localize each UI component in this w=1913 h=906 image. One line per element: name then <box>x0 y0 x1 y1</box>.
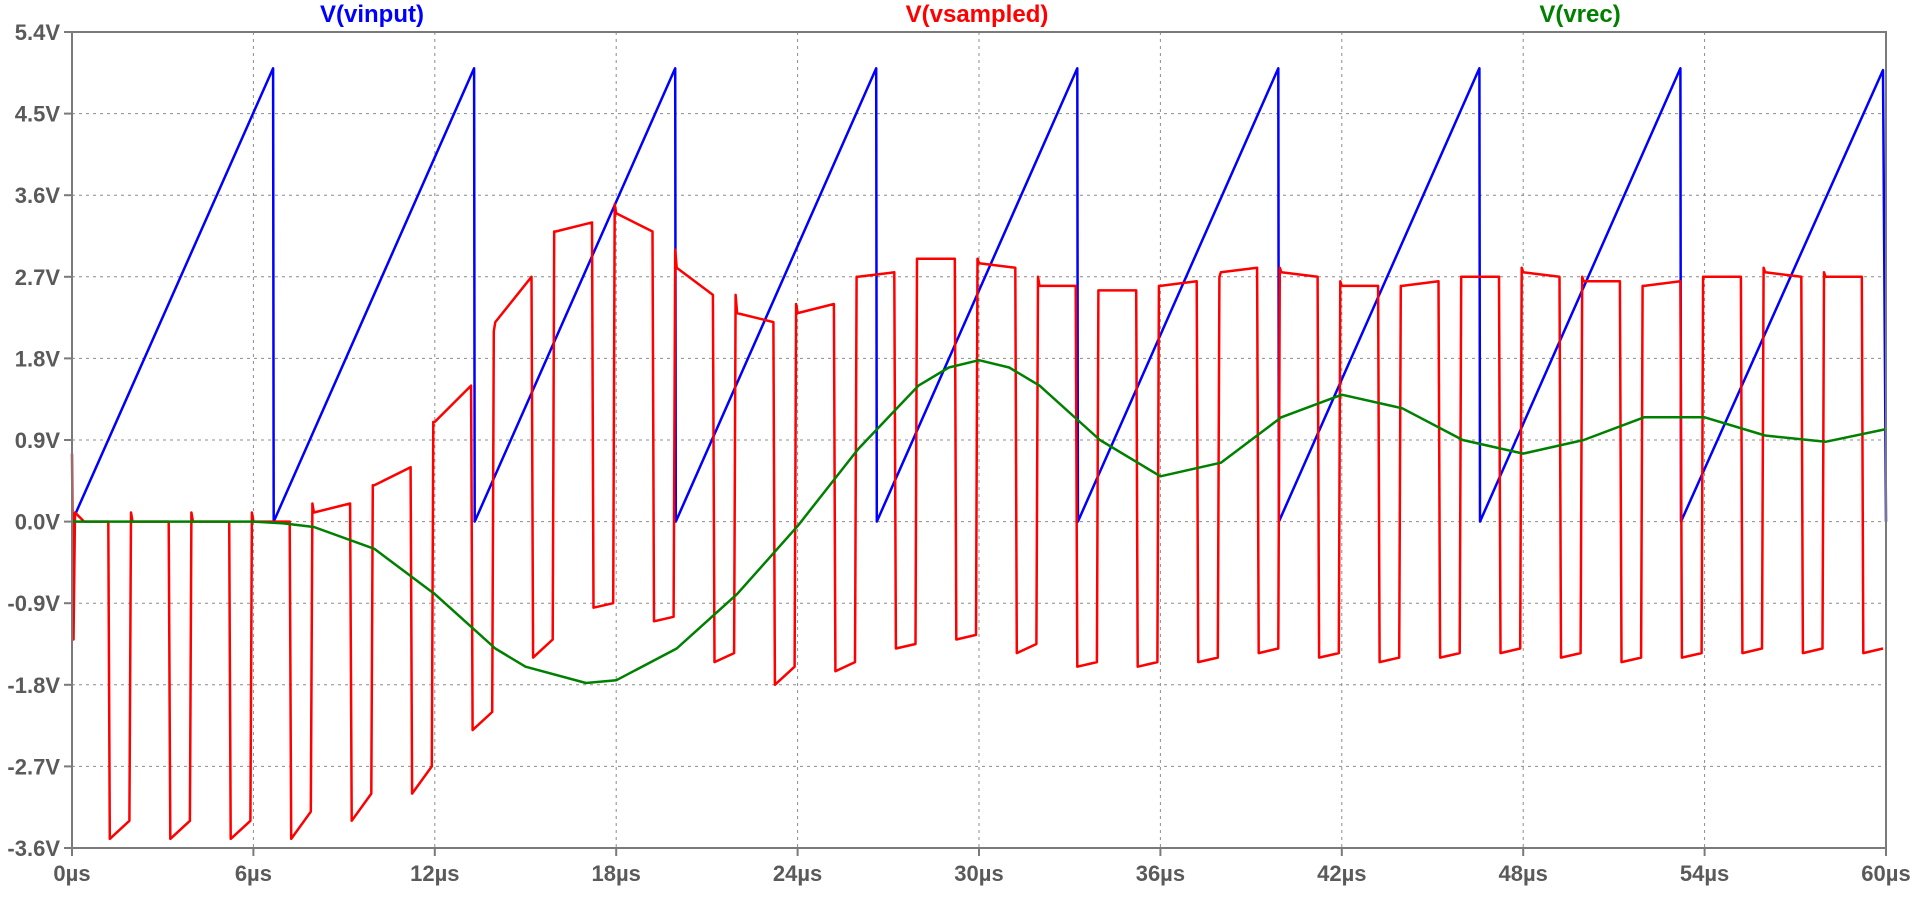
x-tick-label: 0µs <box>53 861 90 886</box>
x-tick-label: 24µs <box>773 861 822 886</box>
y-tick-label: -3.6V <box>7 836 60 861</box>
legend-v-vinput[interactable]: V(vinput) <box>320 1 424 28</box>
x-tick-label: 54µs <box>1680 861 1729 886</box>
y-tick-label: 2.7V <box>15 265 61 290</box>
x-tick-label: 6µs <box>235 861 272 886</box>
y-tick-label: 0.0V <box>15 510 61 535</box>
y-tick-label: 5.4V <box>15 20 61 45</box>
y-axis-ticks: 5.4V 4.5V 3.6V 2.7V 1.8V 0.9V 0.0V -0.9V -1.8V -2… <box>7 20 72 861</box>
x-tick-label: 48µs <box>1499 861 1548 886</box>
y-tick-label: 4.5V <box>15 102 61 127</box>
traces <box>70 67 1888 841</box>
y-tick-label: 3.6V <box>15 183 61 208</box>
x-tick-label: 30µs <box>954 861 1003 886</box>
legend-v-vrec[interactable]: V(vrec) <box>1539 1 1620 28</box>
series-v-vinput <box>70 67 1888 523</box>
x-tick-label: 12µs <box>410 861 459 886</box>
series-v-vsampled <box>70 203 1884 841</box>
x-tick-label: 18µs <box>592 861 641 886</box>
x-tick-label: 42µs <box>1317 861 1366 886</box>
legend-v-vsampled[interactable]: V(vsampled) <box>906 1 1049 28</box>
x-tick-label: 60µs <box>1861 861 1910 886</box>
y-tick-label: -0.9V <box>7 591 60 616</box>
x-tick-label: 36µs <box>1136 861 1185 886</box>
y-tick-label: 0.9V <box>15 428 61 453</box>
y-tick-label: -2.7V <box>7 754 60 779</box>
x-axis-ticks: 0µs 6µs 12µs 18µs 24µs 30µs 36µs 42µs 48µs 54µs 60… <box>53 848 1911 886</box>
y-tick-label: -1.8V <box>7 673 60 698</box>
y-tick-label: 1.8V <box>15 346 61 371</box>
legend[interactable]: V(vinput) V(vsampled) V(vrec) <box>320 1 1621 28</box>
series-v-vrec <box>72 358 1887 685</box>
